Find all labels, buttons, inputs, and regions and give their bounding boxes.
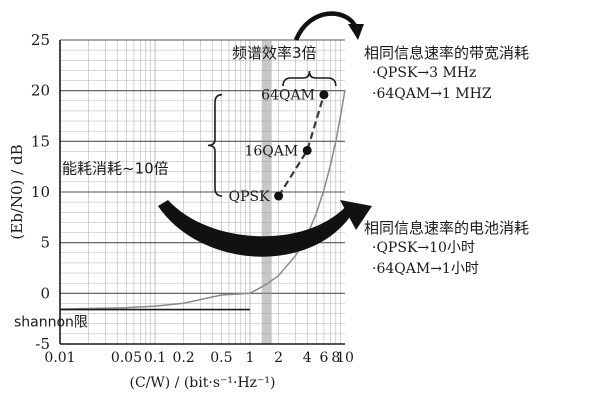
y-tick-label: 15 <box>31 132 50 150</box>
modulation-dashed-line <box>277 94 325 197</box>
x-tick-label: 10 <box>336 350 354 366</box>
shannon-curve-line <box>59 89 346 310</box>
modulation-label: 16QAM <box>244 143 298 159</box>
axes <box>59 40 345 345</box>
bandwidth-note-64qam: ·64QAM→1 MHZ <box>372 86 492 102</box>
x-tick-label: 0.05 <box>111 350 142 366</box>
battery-note-64qam: ·64QAM→1小时 <box>372 261 479 277</box>
spectrum-brace <box>282 70 337 87</box>
bandwidth-note-title: 相同信息速率的带宽消耗 <box>364 44 530 62</box>
shannon-marker <box>261 40 272 344</box>
shannon-curve <box>59 89 346 311</box>
bandwidth-arrowhead <box>348 24 364 40</box>
modulation-point <box>302 145 312 155</box>
energy-brace <box>207 93 223 197</box>
y-tick-label: -5 <box>35 335 50 353</box>
bandwidth-arrow <box>293 11 359 41</box>
modulation-points: QPSK 16QAM 64QAM <box>229 88 329 205</box>
modulation-label: QPSK <box>229 189 270 205</box>
battery-note: 相同信息速率的电池消耗 ·QPSK→10小时 ·64QAM→1小时 <box>364 218 529 280</box>
y-tick-label: 0 <box>40 284 50 302</box>
x-tick-label: 6 <box>319 350 328 366</box>
modulation-point <box>274 191 284 201</box>
y-axis-title: (Eb/N0) / dB <box>8 144 26 239</box>
x-tick-label: 1 <box>246 350 255 366</box>
shannon-marker-band <box>261 40 272 344</box>
annotation-graphics <box>158 11 372 257</box>
energy-annotation: 能耗消耗~10倍 <box>62 160 169 178</box>
modulation-label: 64QAM <box>261 88 315 104</box>
spectrum-annotation: 频谱效率3倍 <box>232 44 317 62</box>
x-tick-label: 0.5 <box>210 350 232 366</box>
battery-arrow <box>158 200 362 257</box>
y-tick-label: 25 <box>31 31 50 49</box>
x-axis-title: (C/W) / (bit·s⁻¹·Hz⁻¹) <box>129 375 275 391</box>
battery-arrowhead <box>340 200 372 230</box>
battery-note-qpsk: ·QPSK→10小时 <box>372 240 475 256</box>
y-tick-label: 10 <box>31 183 50 201</box>
y-tick-label: 20 <box>31 82 50 100</box>
tick-labels: 能耗消耗~10倍 频谱效率3倍 -5 0 5 10 15 20 25 0.01 0.05 0.1 0.2… <box>8 31 354 391</box>
bandwidth-note-qpsk: ·QPSK→3 MHz <box>372 65 477 81</box>
shannon-label: shannon限 <box>14 315 88 331</box>
x-tick-label: 0.01 <box>44 350 75 366</box>
modulation-point <box>319 90 329 100</box>
bandwidth-note: 相同信息速率的带宽消耗 ·QPSK→3 MHz ·64QAM→1 MHZ <box>364 43 529 105</box>
battery-note-title: 相同信息速率的电池消耗 <box>364 219 530 237</box>
x-tick-label: 2 <box>274 350 283 366</box>
x-tick-label: 8 <box>331 350 340 366</box>
y-tick-label: 5 <box>40 234 50 252</box>
x-tick-label: 4 <box>303 350 312 366</box>
x-tick-label: 0.1 <box>144 350 166 366</box>
x-tick-label: 0.2 <box>172 350 194 366</box>
